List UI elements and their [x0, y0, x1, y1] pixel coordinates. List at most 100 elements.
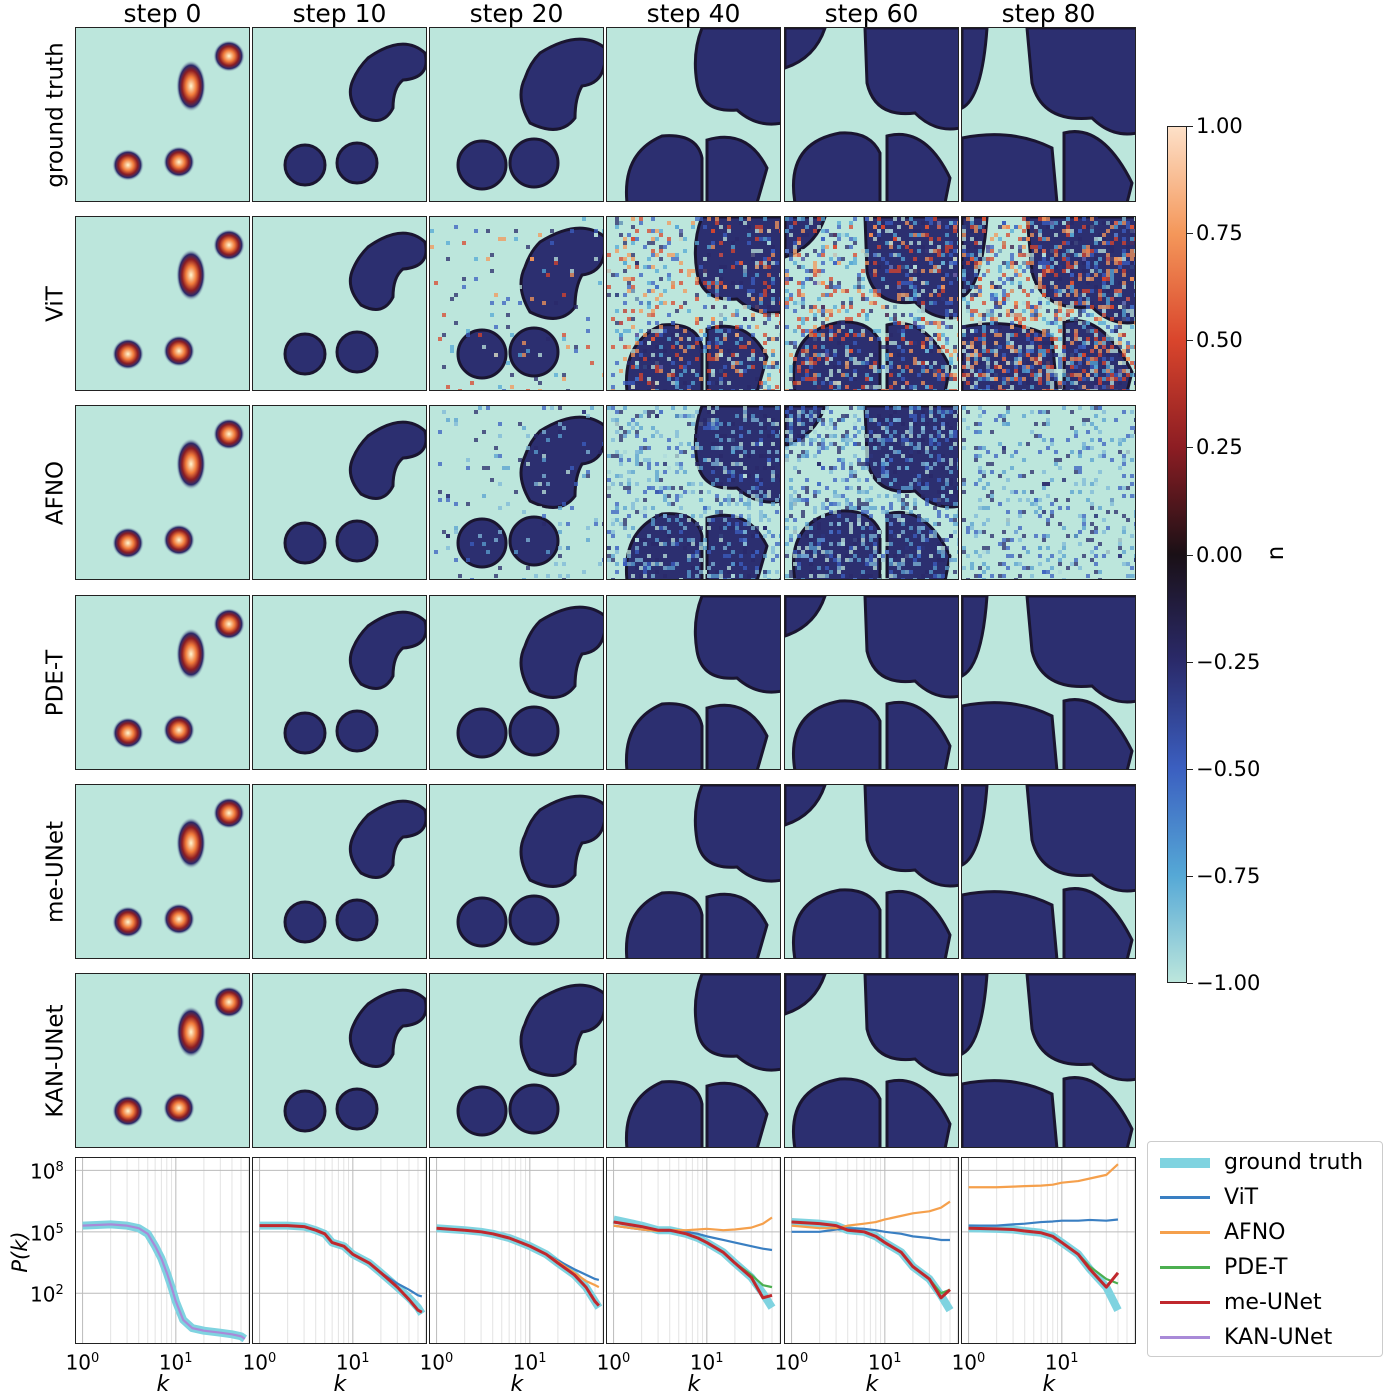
y-tick-label: 102 — [30, 1282, 64, 1307]
field-image — [430, 217, 603, 390]
field-panel — [784, 973, 959, 1148]
x-tick-label: 101 — [335, 1350, 370, 1375]
series-line-me-unet — [436, 1226, 600, 1307]
field-image — [607, 217, 780, 390]
row-label-0: ground truth — [42, 41, 69, 188]
legend-label: PDE-T — [1224, 1255, 1288, 1280]
field-panel — [606, 216, 781, 391]
field-panel — [961, 405, 1136, 580]
legend-swatch — [1160, 1158, 1210, 1168]
column-title-5: step 80 — [1001, 0, 1096, 28]
y-tick-label: 108 — [30, 1159, 64, 1184]
field-panel — [252, 216, 427, 391]
colorbar-tick-label: 0.25 — [1196, 435, 1243, 460]
field-image — [456, 983, 603, 1137]
colorbar-tick-label: −1.00 — [1196, 971, 1261, 995]
field-panel — [606, 27, 781, 202]
field-panel — [784, 27, 959, 202]
legend-label: ground truth — [1224, 1150, 1364, 1175]
field-panel — [429, 216, 604, 391]
field-image — [283, 610, 426, 755]
legend-item: ViT — [1148, 1181, 1382, 1215]
legend-label: AFNO — [1224, 1220, 1286, 1245]
field-image — [785, 596, 958, 769]
series-line-vit — [791, 1227, 951, 1242]
row-label-2: AFNO — [42, 460, 69, 525]
legend-swatch — [1160, 1336, 1210, 1339]
row-label-1: ViT — [42, 285, 69, 322]
colorbar-tick-mark — [1187, 447, 1193, 449]
legend-item: AFNO — [1148, 1216, 1382, 1250]
series-line-me-unet — [791, 1220, 952, 1300]
field-panel — [252, 405, 427, 580]
field-panel — [606, 784, 781, 959]
field-image — [456, 37, 603, 191]
x-axis-label: k — [333, 1372, 347, 1397]
field-panel — [961, 973, 1136, 1148]
field-image — [962, 217, 1135, 390]
row-label-4: me-UNet — [42, 820, 69, 923]
colorbar-tick-label: −0.50 — [1196, 756, 1261, 781]
series-line-kan-unet — [82, 1223, 246, 1340]
colorbar-tick-label: 0.00 — [1196, 542, 1243, 567]
x-tick-label: 101 — [158, 1350, 193, 1375]
series-line-ground-truth — [968, 1224, 1122, 1312]
x-axis-label: k — [1042, 1372, 1056, 1397]
series-line-afno — [968, 1163, 1119, 1189]
field-image — [112, 797, 245, 938]
colorbar-tick-mark — [1187, 875, 1193, 877]
field-image — [112, 608, 245, 749]
field-image — [785, 406, 958, 579]
field-panel — [961, 784, 1136, 959]
field-panel — [961, 27, 1136, 202]
field-panel — [75, 27, 250, 202]
x-axis-label: k — [687, 1372, 701, 1397]
legend-label: ViT — [1224, 1185, 1259, 1210]
field-image — [456, 794, 603, 948]
field-panel — [429, 973, 604, 1148]
colorbar-tick-mark — [1187, 233, 1193, 235]
field-image — [624, 596, 780, 769]
x-axis-label: k — [156, 1372, 170, 1397]
field-image — [283, 420, 426, 565]
field-panel — [429, 405, 604, 580]
column-title-2: step 20 — [469, 0, 564, 28]
x-tick-label: 100 — [951, 1350, 986, 1375]
legend-swatch — [1160, 1266, 1210, 1269]
field-image — [624, 28, 780, 201]
colorbar-tick-mark — [1187, 768, 1193, 770]
spectrum-ylabel: P(k) — [8, 1231, 32, 1273]
field-panel — [606, 405, 781, 580]
x-tick-label: 100 — [774, 1350, 809, 1375]
y-tick-label: 105 — [30, 1221, 64, 1246]
spectrum-panel — [252, 1157, 427, 1344]
field-image — [112, 986, 245, 1127]
series-line-me-unet — [968, 1226, 1120, 1289]
colorbar-tick-mark — [1187, 126, 1193, 127]
field-image — [112, 40, 245, 181]
legend-label: me-UNet — [1224, 1290, 1322, 1315]
x-tick-label: 100 — [596, 1350, 631, 1375]
field-image — [607, 406, 780, 579]
field-image — [283, 799, 426, 944]
field-panel — [784, 405, 959, 580]
field-image — [456, 605, 603, 759]
field-panel — [252, 595, 427, 770]
colorbar — [1167, 126, 1187, 983]
field-panel — [75, 405, 250, 580]
field-panel — [75, 973, 250, 1148]
x-tick-label: 100 — [242, 1350, 277, 1375]
spectrum-panel — [606, 1157, 781, 1344]
series-line-afno — [791, 1200, 951, 1230]
legend-swatch — [1160, 1231, 1210, 1234]
x-tick-label: 100 — [65, 1350, 100, 1375]
colorbar-tick-label: 0.50 — [1196, 328, 1243, 353]
legend-swatch — [1160, 1301, 1210, 1304]
field-panel — [252, 27, 427, 202]
field-panel — [784, 216, 959, 391]
colorbar-tick-label: 0.75 — [1196, 221, 1243, 246]
legend-label: KAN-UNet — [1224, 1325, 1333, 1350]
legend-item: KAN-UNet — [1148, 1321, 1382, 1355]
field-image — [962, 974, 1135, 1147]
colorbar-label: u — [1264, 545, 1291, 561]
